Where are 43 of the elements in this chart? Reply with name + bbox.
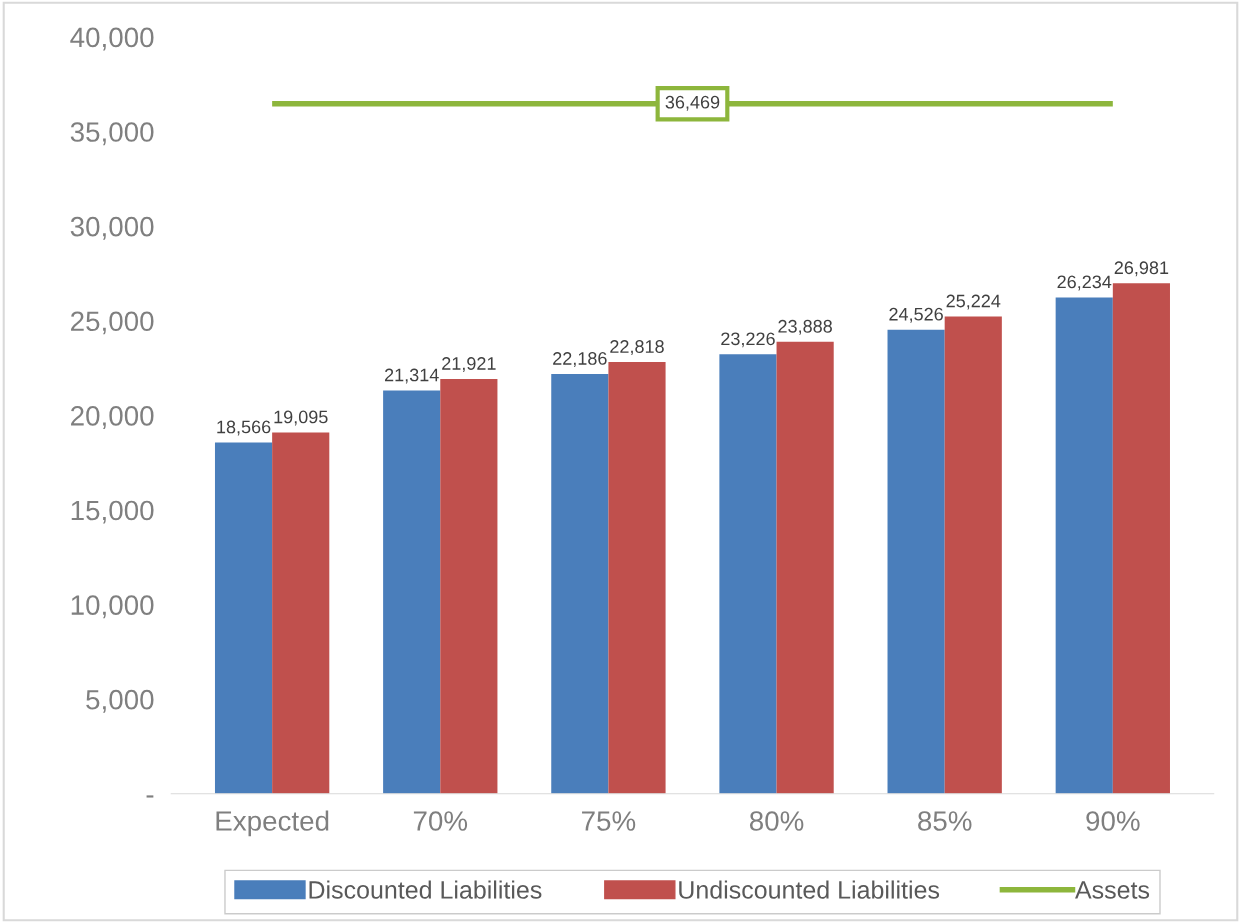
bar [1112, 283, 1170, 794]
bar [944, 316, 1002, 794]
y-tick-label: 25,000 [71, 311, 154, 335]
x-tick-label: 80% [749, 811, 804, 831]
data-label: 19,095 [274, 410, 328, 426]
y-tick-label: 30,000 [70, 216, 154, 240]
y-tick-label: 35,000 [70, 122, 154, 146]
data-label: 26,981 [1114, 261, 1169, 277]
y-tick-label: 20,000 [71, 406, 154, 429]
x-tick-label: 90% [1086, 811, 1140, 831]
bar [719, 354, 777, 794]
data-label: 23,226 [721, 332, 775, 348]
x-tick-label: 85% [918, 811, 972, 831]
bar [440, 379, 498, 794]
data-label: 22,818 [610, 340, 664, 356]
data-label: 22,186 [553, 352, 607, 367]
data-label: 21,314 [384, 368, 439, 384]
data-label: 21,921 [442, 357, 496, 373]
legend-label: Discounted Liabilities [309, 880, 542, 899]
data-label: 23,888 [778, 319, 832, 335]
data-label: 26,234 [1057, 275, 1112, 291]
y-tick-label: 40,000 [70, 27, 154, 51]
x-tick-label: Expected [216, 810, 329, 837]
bar [608, 362, 666, 794]
bar [887, 329, 945, 794]
data-label: 25,224 [946, 294, 1001, 310]
bar [383, 390, 441, 794]
x-tick-label: 70% [413, 811, 468, 831]
x-tick-label: 75% [582, 811, 636, 831]
bar [551, 373, 609, 794]
data-label: 24,526 [889, 307, 943, 323]
bar [776, 341, 834, 794]
y-tick-label: - [146, 795, 154, 798]
bar [1055, 297, 1113, 794]
y-tick-label: 15,000 [71, 500, 154, 524]
y-tick-label: 10,000 [71, 595, 154, 619]
annotation: 36,469 [665, 95, 720, 111]
y-tick-label: 5,000 [86, 689, 154, 713]
bar [272, 432, 330, 794]
data-label: 18,566 [217, 420, 271, 436]
legend-label: Assets [1075, 881, 1150, 899]
legend-label: Undiscounted Liabilities [679, 880, 940, 899]
bar [214, 442, 273, 794]
